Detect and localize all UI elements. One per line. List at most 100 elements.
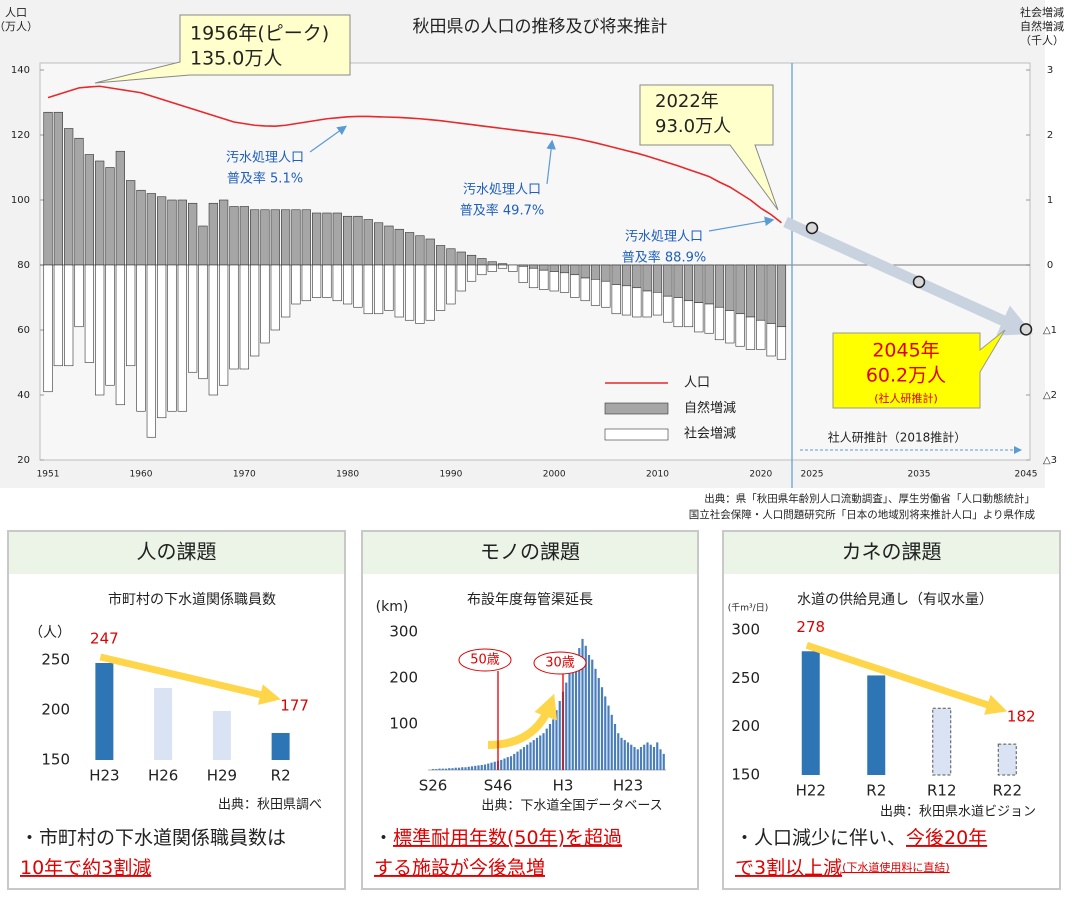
callout: [639, 84, 779, 211]
natural-change-bar: [621, 264, 632, 287]
natural-change-bar: [632, 264, 642, 289]
social-change-bar: [177, 264, 187, 412]
x-tick-label: R2: [271, 767, 291, 785]
bar: [500, 759, 503, 770]
social-change-bar: [487, 264, 497, 272]
y-tick-label: 100: [11, 195, 30, 206]
natural-change-bar: [188, 202, 198, 266]
chart-title: 水道の供給見通し（有収水量）: [797, 592, 993, 608]
bar: [542, 733, 545, 770]
bar: [154, 688, 173, 760]
note-segment: 10年で約3割減: [20, 857, 151, 879]
social-change-bar: [590, 278, 601, 306]
natural-change-bar: [363, 219, 373, 266]
y-tick-label: 120: [11, 130, 30, 141]
y-tick-label: 200: [41, 701, 70, 719]
bar: [552, 719, 555, 770]
natural-change-bar: [590, 264, 601, 280]
social-change-bar: [322, 264, 332, 298]
bar: [519, 749, 522, 770]
value-label: 278: [796, 618, 825, 636]
legend-swatch: [604, 428, 669, 441]
bar: [617, 733, 620, 770]
social-change-bar: [394, 264, 404, 318]
bar: [578, 648, 581, 770]
bar: [633, 747, 636, 770]
social-change-bar: [621, 285, 632, 316]
social-change-bar: [157, 264, 167, 419]
projection-point: [1019, 323, 1033, 336]
y-tick-label: 200: [731, 717, 760, 735]
y-tick-label: 300: [731, 621, 760, 639]
bar: [212, 711, 231, 760]
annotation: 30歳: [545, 656, 575, 671]
social-change-bar: [43, 264, 53, 393]
bar: [607, 705, 610, 770]
y2-axis-label: （千人）: [1020, 34, 1064, 47]
bar: [509, 756, 513, 770]
x-tick-label: H23: [89, 767, 119, 785]
natural-change-bar: [487, 261, 497, 266]
x-tick-label: 1970: [233, 470, 256, 480]
natural-change-bar: [291, 209, 301, 266]
note-segment: 標準耐用年数(50年)を超過: [393, 827, 622, 849]
social-change-bar: [404, 264, 415, 321]
annotation-arrow: [309, 125, 347, 153]
bar: [555, 710, 558, 770]
bar: [626, 742, 630, 770]
source: 出典：秋田県水道ビジョン: [880, 805, 1036, 820]
natural-change-bar: [725, 264, 735, 311]
bar: [435, 769, 438, 770]
bar: [587, 655, 591, 770]
natural-change-bar: [446, 248, 456, 266]
natural-change-bar: [466, 254, 477, 266]
bar: [444, 768, 448, 770]
social-change-bar: [714, 306, 725, 341]
note-segment: ・: [374, 827, 393, 849]
bar: [662, 753, 665, 770]
bar: [591, 659, 594, 770]
social-change-bar: [425, 264, 435, 321]
social-change-bar: [745, 316, 756, 350]
bar: [451, 768, 454, 770]
x-tick-label: R22: [992, 782, 1022, 800]
natural-change-bar: [601, 264, 611, 282]
bar: [594, 668, 597, 770]
bar: [506, 757, 509, 770]
y-tick-label: 250: [41, 651, 70, 669]
bar: [600, 687, 604, 770]
bar: [464, 767, 467, 770]
social-change-bar: [281, 264, 291, 318]
bar: [623, 740, 626, 770]
annotation: 93.0万人: [655, 116, 731, 137]
x-tick-label: R12: [927, 782, 957, 800]
bar: [470, 766, 474, 770]
social-change-bar: [95, 264, 105, 396]
natural-change-bar: [663, 264, 673, 297]
source: 出典：県「秋田県年齢別人口流動調査」、厚生労働省「人口動態統計」: [704, 492, 1035, 505]
x-tick-label: H29: [207, 767, 237, 785]
note: する施設が今後急増: [374, 857, 545, 879]
social-change-bar: [312, 264, 322, 298]
x-tick-label: 2025: [801, 470, 824, 480]
natural-change-bar: [756, 264, 766, 321]
social-change-bar: [74, 264, 84, 328]
chart-title: 市町村の下水道関係職員数: [108, 591, 276, 608]
social-change-bar: [570, 274, 580, 298]
source: 出典：下水道全国データベース: [481, 798, 662, 814]
natural-change-bar: [683, 264, 694, 302]
natural-change-bar: [714, 264, 725, 308]
x-tick-label: 1960: [130, 470, 153, 480]
social-change-bar: [652, 291, 663, 316]
y2-tick-label: △2: [1043, 390, 1057, 401]
bar: [487, 763, 490, 770]
natural-change-bar: [146, 193, 156, 266]
panel-heading: 人の課題: [137, 540, 217, 564]
annotation: 2022年: [655, 91, 719, 112]
x-tick-label: 2045: [1015, 470, 1038, 480]
projection-label: 社人研推計（2018推計）: [828, 430, 967, 445]
social-change-bar: [549, 271, 559, 292]
bar: [548, 724, 552, 770]
x-tick-label: H23: [613, 777, 643, 795]
source: 出典：秋田県調べ: [218, 798, 322, 813]
